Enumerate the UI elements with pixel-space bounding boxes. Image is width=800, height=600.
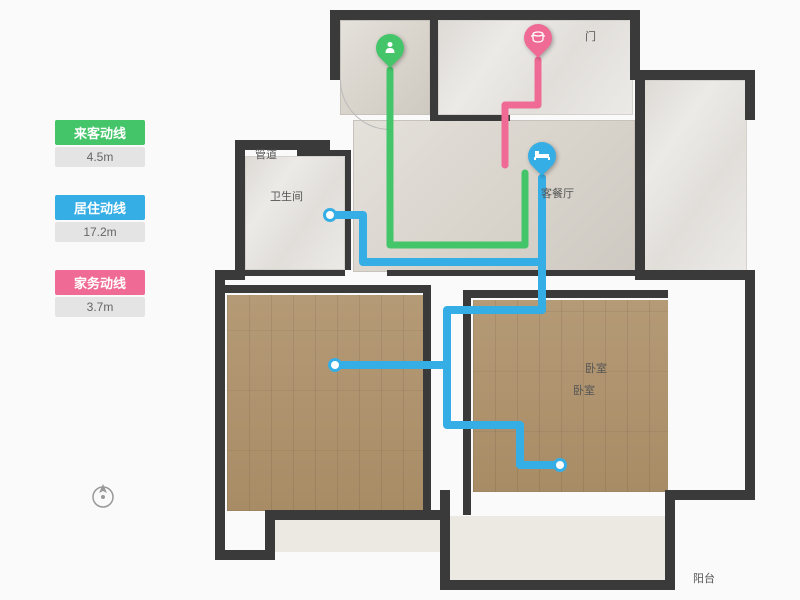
wall (745, 270, 755, 500)
label-door: 门 (585, 28, 596, 44)
floor-wood (473, 300, 668, 492)
legend-item-resident: 居住动线 17.2m (55, 195, 145, 242)
floor-wood (227, 295, 423, 511)
wall (235, 140, 330, 150)
wall (297, 150, 349, 156)
wall (330, 10, 340, 80)
wall (463, 290, 471, 515)
door-arc (340, 80, 390, 130)
wall (635, 70, 645, 280)
floor-plan: 门 管道 卫生间 客餐厅 卧室 卧室 阳台 (215, 10, 755, 590)
marker-resident (528, 142, 556, 178)
wall (665, 490, 675, 590)
wall (745, 70, 755, 120)
label-bedroom1: 卧室 (585, 360, 607, 376)
compass-icon (88, 480, 118, 510)
wall (430, 115, 510, 121)
wall (635, 70, 755, 80)
label-bedroom2: 卧室 (573, 382, 595, 398)
wall (630, 10, 640, 80)
wall (440, 580, 670, 590)
legend-item-chore: 家务动线 3.7m (55, 270, 145, 317)
legend-label: 来客动线 (55, 120, 145, 145)
label-pipe: 管道 (255, 146, 277, 162)
floor-light (449, 516, 667, 580)
wall (463, 290, 668, 298)
floor-light (275, 520, 441, 552)
legend-item-guest: 来客动线 4.5m (55, 120, 145, 167)
wall (265, 510, 445, 520)
legend-value: 3.7m (55, 297, 145, 317)
label-bathroom: 卫生间 (270, 188, 303, 204)
floor-marble (643, 80, 747, 272)
legend-value: 17.2m (55, 222, 145, 242)
marker-chore (524, 24, 552, 60)
label-living: 客餐厅 (541, 185, 574, 201)
path-endpoint (328, 358, 342, 372)
wall (345, 150, 351, 270)
legend-label: 家务动线 (55, 270, 145, 295)
path-endpoint (323, 208, 337, 222)
legend-label: 居住动线 (55, 195, 145, 220)
legend-value: 4.5m (55, 147, 145, 167)
floor-tile (353, 120, 635, 272)
wall (423, 285, 431, 510)
wall (665, 490, 755, 500)
path-endpoint (553, 458, 567, 472)
wall (387, 270, 645, 276)
wall (215, 270, 225, 560)
marker-guest (376, 34, 404, 70)
wall (330, 10, 640, 20)
label-balcony: 阳台 (693, 570, 715, 586)
wall (235, 140, 245, 270)
wall (635, 270, 755, 280)
wall (245, 270, 345, 276)
wall (440, 490, 450, 590)
legend: 来客动线 4.5m 居住动线 17.2m 家务动线 3.7m (55, 120, 145, 345)
wall (430, 20, 438, 120)
wall (225, 285, 430, 293)
